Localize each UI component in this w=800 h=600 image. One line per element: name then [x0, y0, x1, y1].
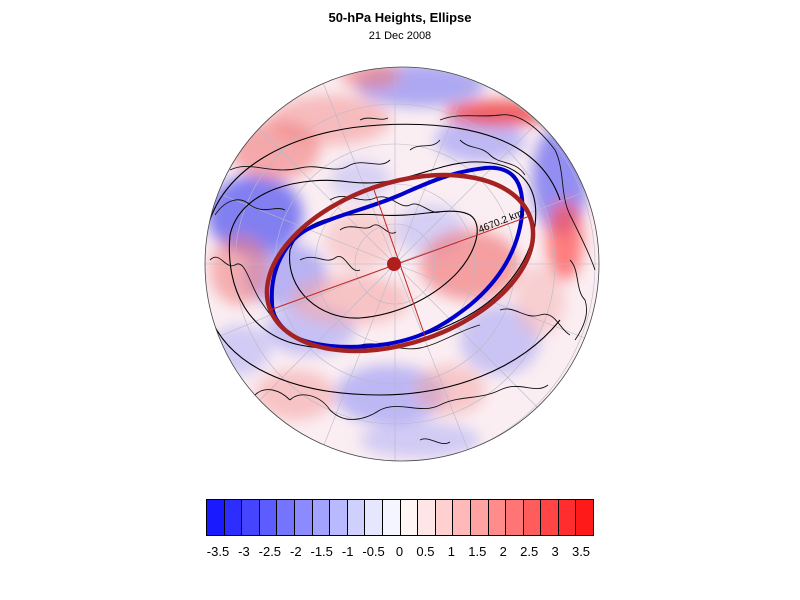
colorbar-tick-label: -0.5: [362, 544, 385, 559]
colorbar-segment: [365, 500, 383, 535]
colorbar-segment: [576, 500, 594, 535]
colorbar-tick-label: -1: [341, 544, 354, 559]
colorbar-tick-label: 0: [395, 544, 404, 559]
colorbar-segment: [453, 500, 471, 535]
colorbar-segment: [312, 500, 331, 535]
colorbar-segment: [347, 500, 366, 535]
colorbar-segment: [541, 500, 559, 535]
colorbar-tick-label: 0.5: [416, 544, 435, 559]
colorbar-segment: [435, 500, 454, 535]
colorbar-segment: [259, 500, 278, 535]
map-date: 21 Dec 2008: [368, 30, 432, 42]
colorbar-tick-label: -2.5: [258, 544, 282, 559]
ellipse-centroid: [387, 257, 401, 271]
colorbar-tick-label: 3.5: [571, 544, 591, 559]
colorbar-tick-label: -3.5: [206, 544, 230, 559]
colorbar-segment: [277, 500, 295, 535]
globe-outline: [204, 66, 600, 462]
colorbar-segment: [382, 500, 401, 535]
colorbar-segment: [558, 500, 577, 535]
colorbar-segment: [330, 500, 348, 535]
colorbar-tick-label: -3: [238, 544, 250, 559]
colorbar-tick-label: -2: [290, 544, 302, 559]
colorbar-tick-label: -1.5: [310, 544, 333, 559]
colorbar-segment: [207, 500, 225, 535]
graticule: [205, 67, 599, 461]
colorbar-segment: [224, 500, 243, 535]
colorbar-segment: [506, 500, 524, 535]
colorbar-segment: [242, 500, 260, 535]
colorbar: [206, 499, 594, 536]
colorbar-labels: -3.5 -3 -2.5 -2 -1.5 -1 -0.5 0 0.5 1 1.5 2 2.5 3 3.5: [0, 544, 800, 560]
colorbar-segment: [470, 500, 489, 535]
colorbar-segment: [488, 500, 507, 535]
colorbar-segment: [400, 500, 419, 535]
colorbar-tick-label: 2.5: [520, 544, 539, 559]
map-title: 50-hPa Heights, Ellipse: [328, 10, 472, 25]
colorbar-segment: [523, 500, 542, 535]
colorbar-segment: [418, 500, 436, 535]
colorbar-tick-label: 1.5: [468, 544, 487, 559]
observed-vortex-contour: [269, 165, 525, 349]
colorbar-segment: [294, 500, 313, 535]
colorbar-tick-label: 1: [447, 544, 455, 559]
colorbar-tick-label: 3: [551, 544, 559, 559]
colorbar-tick-label: 2: [499, 544, 507, 559]
height-contours: [205, 123, 561, 396]
